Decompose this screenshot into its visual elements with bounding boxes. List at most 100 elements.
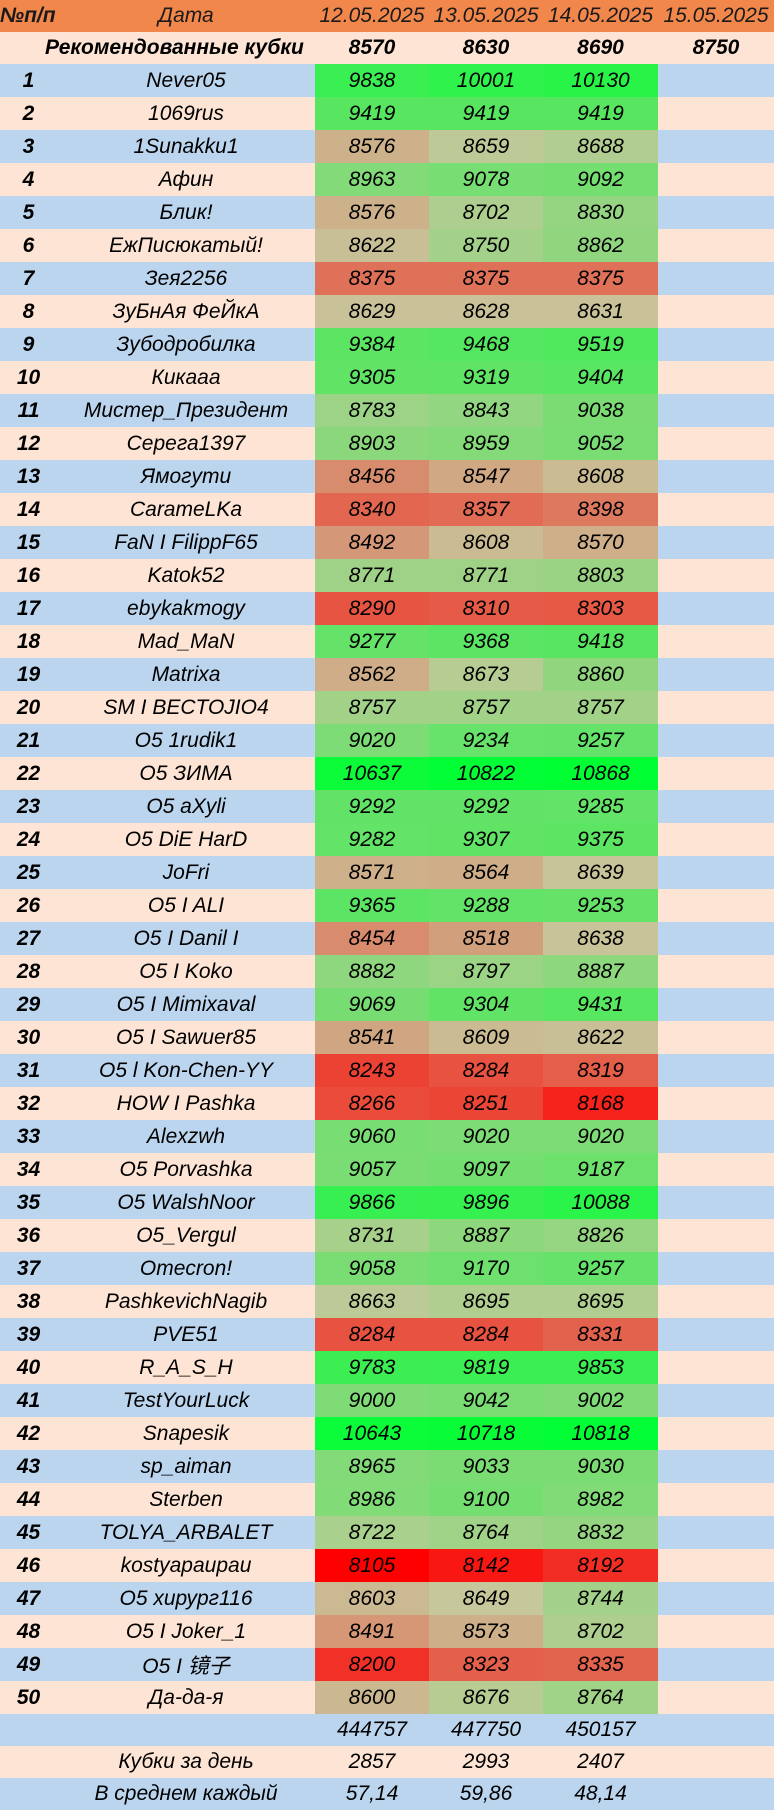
trophy-value-day-1: 8757 [315, 691, 429, 724]
trophy-value-day-1: 8266 [315, 1087, 429, 1120]
trophy-value-day-3: 9092 [543, 163, 658, 196]
trophy-value-day-2: 9033 [429, 1450, 543, 1483]
row-number: 7 [22, 266, 35, 290]
trophy-value-day-2: 8673 [429, 658, 543, 691]
trophy-value-day-3: 8168 [543, 1087, 658, 1120]
player-name: PashkevichNagib [104, 1289, 268, 1313]
daily-value-3: 2407 [577, 1750, 624, 1773]
table-row: 9 Зубодробилка 9384 9468 9519 [0, 328, 774, 361]
empty-cell-day-4 [658, 526, 774, 559]
player-name: kostyapaupau [120, 1553, 252, 1577]
empty-cell-day-4 [658, 1021, 774, 1054]
header-row: №п/п Дата 12.05.2025 13.05.2025 14.05.20… [0, 0, 774, 32]
table-row: 25 JoFri 8571 8564 8639 [0, 856, 774, 889]
empty-cell-day-4 [658, 394, 774, 427]
row-number: 21 [16, 728, 41, 752]
empty-cell-day-4 [658, 889, 774, 922]
trophy-value-day-2: 9170 [429, 1252, 543, 1285]
row-number: 43 [16, 1454, 41, 1478]
trophy-value-day-1: 8105 [315, 1549, 429, 1582]
table-row: 13 Ямогути 8456 8547 8608 [0, 460, 774, 493]
trophy-value-day-2: 8375 [429, 262, 543, 295]
trophy-value-day-2: 8357 [429, 493, 543, 526]
row-number: 27 [16, 926, 41, 950]
trophy-value-day-3: 8335 [543, 1648, 658, 1681]
table-row: 14 CarameLKa 8340 8357 8398 [0, 493, 774, 526]
trophy-value-day-3: 8826 [543, 1219, 658, 1252]
trophy-value-day-3: 8982 [543, 1483, 658, 1516]
recommended-value-2: 8630 [462, 36, 510, 59]
empty-cell-day-4 [658, 988, 774, 1021]
trophy-value-day-3: 9030 [543, 1450, 658, 1483]
trophy-value-day-3: 9257 [543, 724, 658, 757]
empty-cell-day-4 [658, 460, 774, 493]
trophy-value-day-1: 9292 [315, 790, 429, 823]
trophy-value-day-2: 8702 [429, 196, 543, 229]
table-row: 18 Mad_MaN 9277 9368 9418 [0, 625, 774, 658]
table-row: 28 O5 I Koko 8882 8797 8887 [0, 955, 774, 988]
trophy-value-day-1: 8722 [315, 1516, 429, 1549]
row-number: 14 [16, 497, 41, 521]
empty-cell-day-4 [658, 658, 774, 691]
trophy-value-day-1: 8600 [315, 1681, 429, 1714]
trophy-value-day-1: 8243 [315, 1054, 429, 1087]
empty-cell-day-4 [658, 130, 774, 163]
player-name: O5 DiE HarD [124, 827, 248, 851]
player-rows: 1 Never05 9838 10001 10130 2 1069rus 9419 9419 94… [0, 64, 774, 1714]
trophy-value-day-2: 9368 [429, 625, 543, 658]
trophy-value-day-3: 8887 [543, 955, 658, 988]
table-row: 4 Афин 8963 9078 9092 [0, 163, 774, 196]
daily-label: Кубки за день [118, 1750, 254, 1773]
player-name: O5 I Koko [139, 959, 233, 983]
trophy-value-day-3: 10088 [543, 1186, 658, 1219]
empty-cell-day-4 [658, 64, 774, 97]
player-name: O5_Vergul [136, 1223, 236, 1247]
table-row: 6 ЕжПисюкатый! 8622 8750 8862 [0, 229, 774, 262]
trophy-value-day-3: 10818 [543, 1417, 658, 1450]
empty-cell-day-4 [658, 790, 774, 823]
table-row: 48 O5 I Joker_1 8491 8573 8702 [0, 1615, 774, 1648]
player-name: sp_aiman [140, 1454, 232, 1478]
trophy-value-day-2: 8750 [429, 229, 543, 262]
recommended-label: Рекомендованные кубки [45, 36, 304, 59]
empty-cell-day-4 [658, 1549, 774, 1582]
empty-cell-day-4 [658, 229, 774, 262]
recommended-value-1: 8570 [348, 36, 396, 59]
player-name: O5 хирург116 [119, 1586, 253, 1610]
table-row: 10 Кикааа 9305 9319 9404 [0, 361, 774, 394]
trophy-value-day-3: 9285 [543, 790, 658, 823]
trophy-value-day-3: 8303 [543, 592, 658, 625]
row-number: 6 [22, 233, 35, 257]
player-name: O5 Porvashka [119, 1157, 253, 1181]
trophy-value-day-1: 9277 [315, 625, 429, 658]
player-name: ЗуБнАя ФеЙкА [112, 299, 260, 323]
totals-value-3: 450157 [565, 1718, 636, 1741]
row-number: 1 [22, 68, 35, 92]
trophy-value-day-3: 8192 [543, 1549, 658, 1582]
table-row: 7 Зея2256 8375 8375 8375 [0, 262, 774, 295]
player-name: PVE51 [153, 1322, 219, 1346]
empty-cell-day-4 [658, 1681, 774, 1714]
trophy-value-day-3: 8757 [543, 691, 658, 724]
player-name: O5 I Sawuer85 [115, 1025, 257, 1049]
trophy-value-day-1: 9069 [315, 988, 429, 1021]
trophy-value-day-2: 8843 [429, 394, 543, 427]
trophy-value-day-2: 8564 [429, 856, 543, 889]
player-name: FaN I FilippF65 [114, 530, 258, 554]
trophy-value-day-2: 9042 [429, 1384, 543, 1417]
trophy-value-day-1: 9000 [315, 1384, 429, 1417]
empty-cell-day-4 [658, 724, 774, 757]
trophy-value-day-2: 9097 [429, 1153, 543, 1186]
trophy-value-day-1: 10637 [315, 757, 429, 790]
trophy-value-day-3: 8688 [543, 130, 658, 163]
player-name: JoFri [162, 860, 210, 884]
row-number: 33 [16, 1124, 41, 1148]
table-row: 39 PVE51 8284 8284 8331 [0, 1318, 774, 1351]
table-row: 43 sp_aiman 8965 9033 9030 [0, 1450, 774, 1483]
trophy-value-day-3: 9853 [543, 1351, 658, 1384]
trophy-value-day-1: 8340 [315, 493, 429, 526]
table-row: 47 O5 хирург116 8603 8649 8744 [0, 1582, 774, 1615]
table-row: 42 Snapesik 10643 10718 10818 [0, 1417, 774, 1450]
trophy-value-day-2: 8659 [429, 130, 543, 163]
